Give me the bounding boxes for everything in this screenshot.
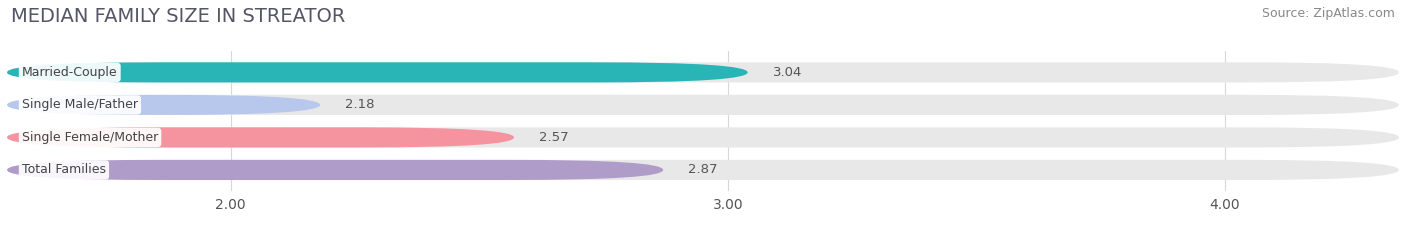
Text: Single Female/Mother: Single Female/Mother — [22, 131, 159, 144]
Text: 2.18: 2.18 — [344, 98, 374, 111]
FancyBboxPatch shape — [7, 62, 1399, 82]
Text: Married-Couple: Married-Couple — [22, 66, 118, 79]
FancyBboxPatch shape — [7, 160, 664, 180]
Text: 3.04: 3.04 — [772, 66, 801, 79]
FancyBboxPatch shape — [7, 95, 321, 115]
Text: Total Families: Total Families — [22, 163, 105, 176]
FancyBboxPatch shape — [7, 127, 515, 147]
Text: Single Male/Father: Single Male/Father — [22, 98, 138, 111]
Text: Source: ZipAtlas.com: Source: ZipAtlas.com — [1261, 7, 1395, 20]
FancyBboxPatch shape — [7, 127, 1399, 147]
FancyBboxPatch shape — [7, 160, 1399, 180]
FancyBboxPatch shape — [7, 95, 1399, 115]
FancyBboxPatch shape — [7, 62, 748, 82]
Text: 2.87: 2.87 — [688, 163, 717, 176]
Text: MEDIAN FAMILY SIZE IN STREATOR: MEDIAN FAMILY SIZE IN STREATOR — [11, 7, 346, 26]
Text: 2.57: 2.57 — [538, 131, 568, 144]
